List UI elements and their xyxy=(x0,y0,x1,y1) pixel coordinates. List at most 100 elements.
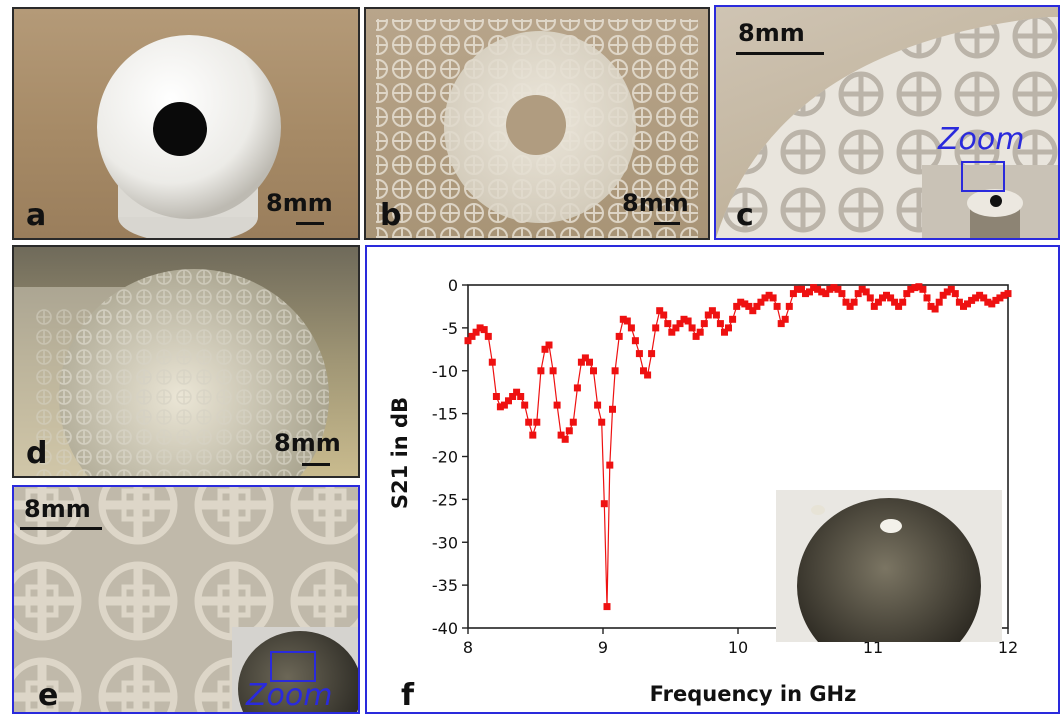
data-point xyxy=(545,341,553,349)
data-point xyxy=(513,388,521,396)
y-tick-label: -30 xyxy=(432,533,458,552)
ring-photo xyxy=(97,35,281,238)
data-point xyxy=(529,431,537,439)
data-point xyxy=(606,461,614,469)
data-point xyxy=(640,367,647,375)
x-tick-label: 8 xyxy=(463,638,473,657)
data-point xyxy=(947,285,955,293)
data-point xyxy=(549,367,557,375)
panel-d: d 8mm xyxy=(12,245,360,478)
data-point xyxy=(716,320,724,328)
data-point xyxy=(464,337,472,345)
data-point xyxy=(652,324,660,332)
sphere-with-pattern-photo xyxy=(14,269,329,476)
x-tick-label: 10 xyxy=(728,638,748,657)
data-point xyxy=(1004,290,1012,298)
data-point xyxy=(842,298,850,306)
data-point xyxy=(692,332,700,340)
data-point xyxy=(777,320,785,328)
data-point xyxy=(668,328,676,336)
data-point xyxy=(600,500,608,508)
data-point xyxy=(822,290,830,298)
x-tick-label: 9 xyxy=(598,638,608,657)
data-point xyxy=(598,418,606,426)
data-point xyxy=(553,401,561,409)
data-point xyxy=(915,283,923,291)
data-point xyxy=(789,290,797,298)
inset-photo-e xyxy=(232,627,358,712)
data-point xyxy=(680,315,688,323)
data-point xyxy=(725,324,732,332)
scale-bar-label-e: 8mm xyxy=(24,495,91,523)
data-point xyxy=(573,384,581,392)
scale-bar-label-a: 8mm xyxy=(266,189,333,217)
data-point xyxy=(951,290,959,298)
data-point xyxy=(569,418,577,426)
data-point xyxy=(749,307,757,315)
data-point xyxy=(525,418,533,426)
y-tick-label: -35 xyxy=(432,576,458,595)
y-tick-label: -5 xyxy=(442,319,458,338)
y-tick-label: 0 xyxy=(448,276,458,295)
data-point xyxy=(834,285,842,293)
data-point xyxy=(866,294,874,302)
panel-e: 8mm Zoom e xyxy=(12,485,360,714)
data-point xyxy=(765,291,773,299)
data-point xyxy=(581,354,589,362)
zoom-box-c xyxy=(961,161,1005,192)
data-point xyxy=(818,288,826,296)
scale-bar-e xyxy=(20,527,102,530)
data-point xyxy=(684,317,692,325)
data-point xyxy=(968,296,976,304)
scale-bar-label-c: 8mm xyxy=(738,19,805,47)
data-point xyxy=(846,302,854,310)
data-point xyxy=(883,291,890,299)
data-point xyxy=(721,328,728,336)
data-point xyxy=(850,298,858,306)
data-point xyxy=(468,332,476,340)
data-point xyxy=(773,302,781,310)
data-point xyxy=(708,307,716,315)
scale-bar-label-d: 8mm xyxy=(274,429,341,457)
data-point xyxy=(509,393,517,400)
x-axis-label: Frequency in GHz xyxy=(650,682,857,706)
data-point xyxy=(561,435,569,443)
panel-b: b 8mm xyxy=(364,7,710,240)
data-point xyxy=(810,284,818,292)
data-point xyxy=(931,305,939,313)
data-point xyxy=(484,332,492,340)
data-point xyxy=(660,311,668,319)
data-point xyxy=(830,284,838,292)
data-point xyxy=(907,285,915,293)
data-point xyxy=(972,294,980,302)
data-point xyxy=(476,324,484,332)
data-point xyxy=(537,367,545,375)
data-point xyxy=(729,315,737,323)
data-point xyxy=(858,285,866,293)
data-point xyxy=(644,371,652,379)
data-point xyxy=(488,358,496,366)
data-point xyxy=(517,393,525,400)
data-point xyxy=(615,332,623,340)
data-point xyxy=(594,401,602,409)
data-point xyxy=(635,350,643,358)
zoom-label-e: Zoom xyxy=(246,678,333,713)
data-point xyxy=(1000,291,1008,299)
data-point xyxy=(619,315,627,323)
inset-photo-f xyxy=(776,490,1002,642)
y-axis-label: S21 in dB xyxy=(388,397,412,509)
data-point xyxy=(505,397,512,405)
data-point xyxy=(557,431,565,439)
data-point xyxy=(741,300,749,308)
scale-bar-a xyxy=(296,222,324,225)
panel-label-a: a xyxy=(26,198,47,233)
scale-bar-c xyxy=(736,52,824,55)
data-point xyxy=(656,307,664,315)
data-point xyxy=(980,294,988,302)
data-point xyxy=(688,324,696,332)
s21-chart: 8 9 10 11 12 0 -5 -10 -15 -20 -25 -30 -35 -40 Frequen… xyxy=(388,276,1018,706)
data-point xyxy=(696,328,704,336)
data-point xyxy=(879,294,886,302)
x-tick-label: 12 xyxy=(998,638,1018,657)
data-point xyxy=(733,302,741,310)
